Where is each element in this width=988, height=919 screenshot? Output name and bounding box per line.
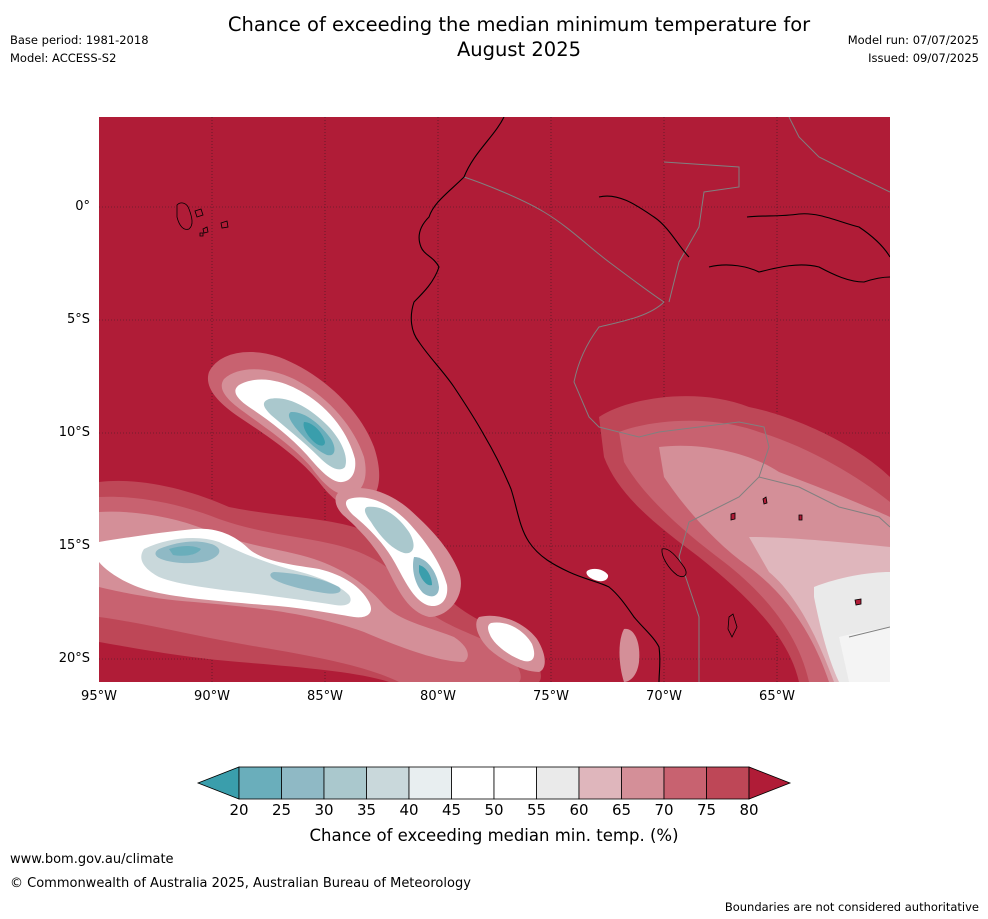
- coastal-patch: [476, 568, 640, 682]
- colorbar-tick-label: 55: [526, 801, 547, 819]
- colorbar-tick-label: 80: [739, 801, 759, 819]
- lat-label-0: 0°: [75, 199, 90, 214]
- upper-offshore-plume: [207, 352, 380, 509]
- copyright-text: © Commonwealth of Australia 2025, Austra…: [10, 876, 471, 891]
- colorbar-cell: [578, 766, 622, 800]
- colorbar-cell: [621, 766, 665, 800]
- colorbar-cell: [536, 766, 580, 800]
- colorbar-tick-label: 20: [229, 801, 249, 819]
- middle-plume: [335, 488, 461, 617]
- colorbar-tick-label: 65: [611, 801, 632, 819]
- colorbar-tick-label: 70: [654, 801, 674, 819]
- colorbar-cell: [366, 766, 410, 800]
- colorbar-cell: [323, 766, 367, 800]
- colorbar-cell: [451, 766, 495, 800]
- colorbar-extension-low: [196, 766, 240, 800]
- colorbar-tick-label: 50: [484, 801, 504, 819]
- colorbar-tick-label: 60: [569, 801, 589, 819]
- meta-right: Model run: 07/07/2025 Issued: 09/07/2025: [848, 31, 979, 67]
- colorbar-label: Chance of exceeding median min. temp. (%…: [309, 826, 679, 845]
- model-name: Model: ACCESS-S2: [10, 51, 117, 65]
- colorbar-tick-label: 75: [696, 801, 717, 819]
- model-run: Model run: 07/07/2025: [847, 33, 979, 47]
- website-link[interactable]: www.bom.gov.au/climate: [10, 852, 174, 867]
- lon-label-65w: 65°W: [759, 689, 795, 704]
- colorbar-tick-label: 40: [399, 801, 419, 819]
- coastline: [410, 117, 890, 682]
- title-line-2: August 2025: [456, 38, 582, 61]
- lon-label-80w: 80°W: [420, 689, 456, 704]
- lon-label-85w: 85°W: [307, 689, 343, 704]
- colorbar-tick-label: 30: [314, 801, 334, 819]
- lon-label-70w: 70°W: [646, 689, 682, 704]
- boundaries-note: Boundaries are not considered authoritat…: [724, 900, 979, 914]
- lat-label-15s: 15°S: [58, 538, 90, 553]
- lat-label-10s: 10°S: [58, 425, 90, 440]
- colorbar-cell: [706, 766, 750, 800]
- issued-date: Issued: 09/07/2025: [868, 51, 979, 65]
- colorbar-tick-label: 35: [356, 801, 377, 819]
- colorbar-cell: [663, 766, 707, 800]
- probability-map: [99, 117, 890, 682]
- colorbar-tick-label: 45: [441, 801, 462, 819]
- lower-offshore-plume: [99, 480, 541, 682]
- map-canvas: [99, 117, 890, 682]
- colorbar-tick-label: 25: [271, 801, 292, 819]
- lon-label-90w: 90°W: [194, 689, 230, 704]
- colorbar-extension-high: [748, 766, 792, 800]
- colorbar-cell: [238, 766, 282, 800]
- colorbar-cell: [493, 766, 537, 800]
- lon-label-75w: 75°W: [533, 689, 569, 704]
- meta-left: Base period: 1981-2018 Model: ACCESS-S2: [10, 31, 149, 67]
- eastern-anomaly-region: [599, 396, 890, 682]
- map-title: Chance of exceeding the median minimum t…: [0, 12, 988, 62]
- title-line-1: Chance of exceeding the median minimum t…: [227, 13, 811, 36]
- galapagos-islands: [176, 202, 229, 237]
- base-period: Base period: 1981-2018: [10, 33, 149, 47]
- country-borders: [463, 117, 890, 682]
- colorbar-cell: [281, 766, 325, 800]
- colorbar-cell: [408, 766, 452, 800]
- lon-label-95w: 95°W: [81, 689, 117, 704]
- lakes: [661, 496, 862, 638]
- lat-label-5s: 5°S: [66, 312, 90, 327]
- lat-label-20s: 20°S: [58, 651, 90, 666]
